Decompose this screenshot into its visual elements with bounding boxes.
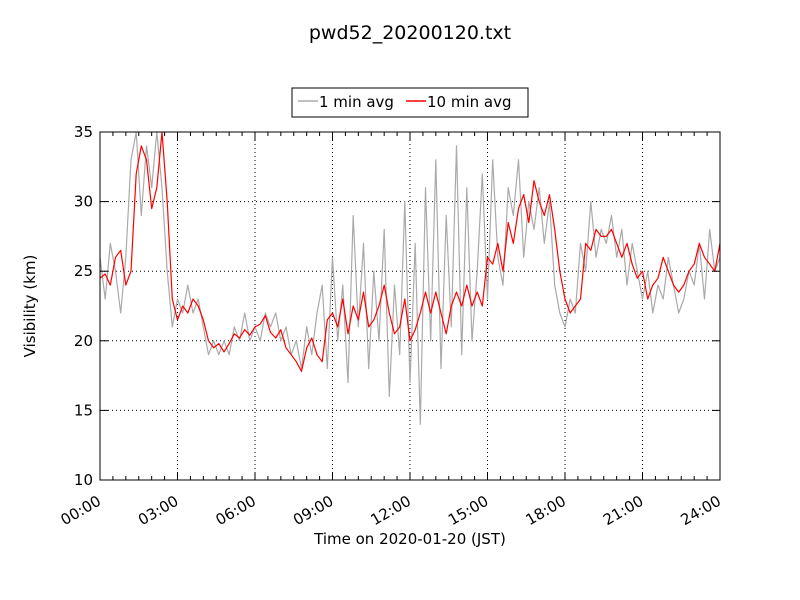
x-tick-label: 06:00	[213, 492, 259, 529]
x-tick-label: 21:00	[600, 492, 646, 529]
x-tick-label: 09:00	[290, 492, 336, 529]
gridlines	[100, 132, 720, 480]
x-tick-label: 12:00	[368, 492, 414, 529]
y-axis-label: Visibility (km)	[21, 255, 39, 358]
legend-label-1-min-avg: 1 min avg	[319, 93, 394, 111]
ticks	[99, 131, 721, 481]
series-line-10-min-avg	[100, 132, 720, 372]
y-tick-label: 35	[74, 123, 93, 141]
y-tick-label: 15	[74, 401, 93, 419]
x-tick-label: 03:00	[135, 492, 181, 529]
legend-label-10-min-avg: 10 min avg	[427, 93, 512, 111]
y-tick-label: 25	[74, 262, 93, 280]
x-tick-label: 00:00	[58, 492, 104, 529]
x-axis-label: Time on 2020-01-20 (JST)	[313, 530, 506, 548]
x-tick-label: 24:00	[678, 492, 724, 529]
plot-area	[100, 132, 720, 425]
legend: 1 min avg 10 min avg	[291, 87, 529, 118]
x-tick-label: 15:00	[445, 492, 491, 529]
y-tick-label: 10	[74, 471, 93, 489]
y-tick-label: 30	[74, 193, 93, 211]
x-tick-label: 18:00	[523, 492, 569, 529]
chart-title: pwd52_20200120.txt	[309, 22, 511, 44]
y-tick-label: 20	[74, 332, 93, 350]
legend-box	[291, 87, 529, 118]
series-line-1-min-avg	[100, 132, 720, 425]
